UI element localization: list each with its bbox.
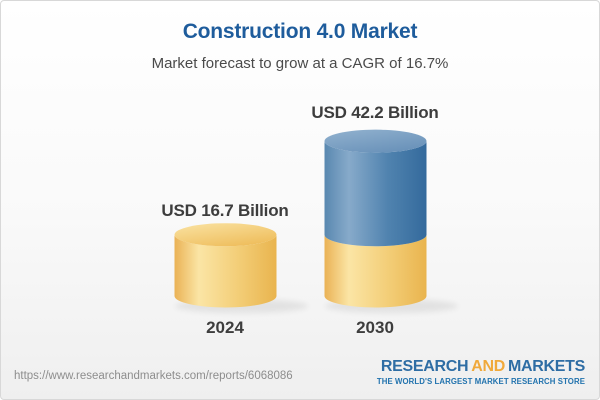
logo-word-research: RESEARCH — [380, 358, 469, 375]
research-and-markets-logo: RESEARCH AND MARKETS THE WORLD'S LARGEST M… — [377, 358, 585, 386]
bar-category-label-2024: 2024 — [206, 318, 244, 337]
bar-category-label-2030: 2030 — [356, 318, 394, 337]
logo-tagline: THE WORLD'S LARGEST MARKET RESEARCH STOR… — [376, 376, 585, 386]
logo-word-markets: MARKETS — [507, 358, 585, 375]
logo-wordmark: RESEARCH AND MARKETS — [377, 358, 585, 376]
report-url: https://www.researchandmarkets.com/repor… — [14, 370, 293, 382]
page-subtitle: Market forecast to grow at a CAGR of 16.… — [151, 55, 449, 72]
bar-value-label-2024: USD 16.7 Billion — [161, 201, 289, 220]
logo-word-and: AND — [471, 358, 505, 375]
page-title: Construction 4.0 Market — [182, 20, 418, 43]
bar-value-label-2030: USD 42.2 Billion — [311, 103, 439, 122]
